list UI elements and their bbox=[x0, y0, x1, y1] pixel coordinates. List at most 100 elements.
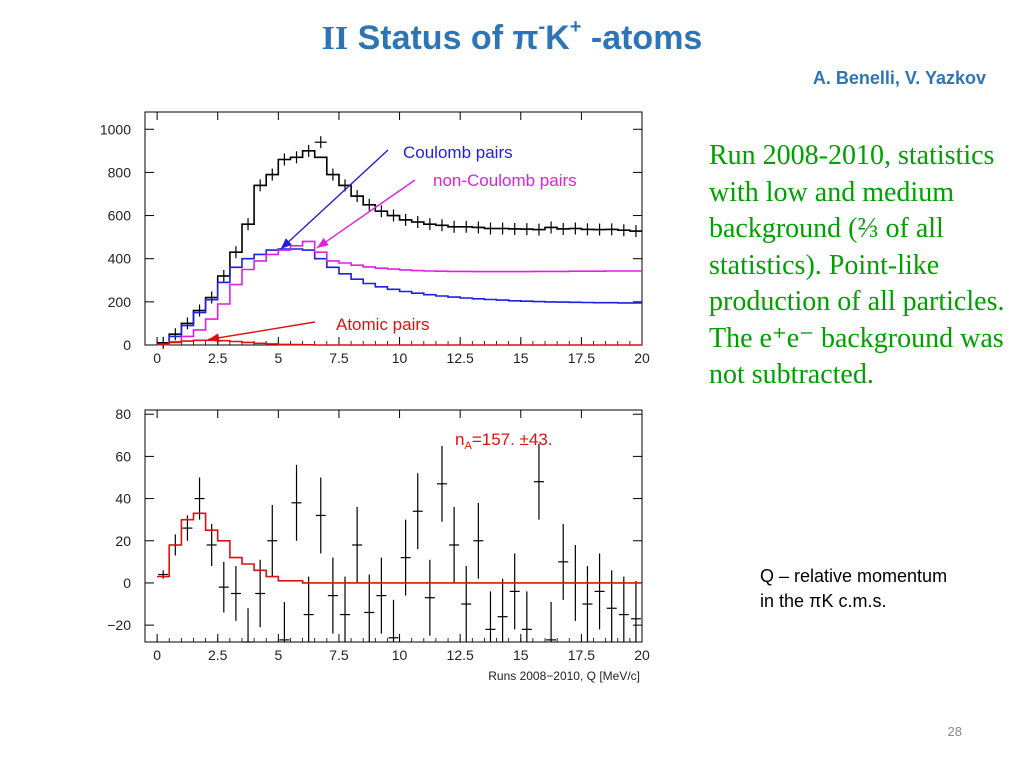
chart2-data-point bbox=[243, 608, 254, 643]
chart2-x-tick-label: 17.5 bbox=[568, 647, 595, 663]
chart1-y-tick-label: 800 bbox=[108, 164, 132, 180]
chart2-x-tick-label: 0 bbox=[153, 647, 161, 663]
q-definition-note: Q – relative momentum in the πK c.m.s. bbox=[760, 566, 948, 611]
chart1-x-tick-label: 2.5 bbox=[208, 350, 228, 366]
chart2-x-tick-label: 12.5 bbox=[447, 647, 474, 663]
chart2-x-tick-label: 5 bbox=[274, 647, 282, 663]
chart2-y-tick-label: 0 bbox=[123, 575, 131, 591]
chart2-data-point bbox=[533, 443, 544, 520]
chart2-data-point bbox=[521, 591, 532, 642]
chart2-data-point bbox=[485, 591, 496, 642]
fit-result-value: =157. ±43. bbox=[472, 430, 553, 449]
chart1-series-coulomb-pairs bbox=[157, 248, 642, 345]
chart1-x-tick-label: 17.5 bbox=[568, 350, 595, 366]
fit-result-label: nA=157. ±43. bbox=[455, 430, 553, 452]
chart2-x-tick-label: 20 bbox=[634, 647, 650, 663]
annotation-coulomb-label: Coulomb pairs bbox=[403, 143, 513, 162]
chart1-data-point bbox=[314, 136, 327, 149]
chart2-data-point bbox=[279, 601, 290, 642]
coulomb-arrow-head bbox=[280, 238, 292, 249]
chart2-y-tick-label: 20 bbox=[115, 533, 131, 549]
chart2-data-point bbox=[267, 504, 278, 577]
chart2-data-point bbox=[218, 561, 229, 613]
chart2-data-point bbox=[364, 574, 375, 642]
chart2-data-point bbox=[327, 557, 338, 634]
atomic-arrow bbox=[207, 321, 316, 343]
chart1-x-tick-label: 5 bbox=[274, 350, 282, 366]
chart1-y-tick-label: 400 bbox=[108, 251, 132, 267]
chart2-data-point bbox=[376, 557, 387, 634]
chart2-data-point bbox=[388, 599, 399, 642]
page-number: 28 bbox=[947, 724, 962, 739]
chart1-x-tick-label: 10 bbox=[392, 350, 408, 366]
chart2-data-point bbox=[582, 566, 593, 642]
chart2-data-point bbox=[352, 507, 363, 583]
chart2-data-point bbox=[424, 559, 435, 636]
chart2-data-point bbox=[436, 445, 447, 522]
chart1-x-tick-label: 7.5 bbox=[329, 350, 349, 366]
chart1-series-non-coulomb-pairs bbox=[157, 240, 642, 346]
coulomb-arrow-shaft bbox=[280, 149, 389, 250]
chart2-data-point bbox=[630, 580, 641, 642]
chart1-x-tick-label: 12.5 bbox=[447, 350, 474, 366]
chart1-y-tick-label: 200 bbox=[108, 294, 132, 310]
chart2-data-point bbox=[412, 473, 423, 550]
chart2-data-point bbox=[303, 576, 314, 642]
chart2-data-point bbox=[497, 578, 508, 642]
chart2-data-point bbox=[558, 523, 569, 600]
chart2-y-tick-label: 60 bbox=[115, 448, 131, 464]
atomic-arrow-head bbox=[208, 333, 220, 343]
chart2-data-point bbox=[618, 576, 629, 642]
title-charge-plus: + bbox=[569, 16, 582, 38]
non-coulomb-arrow-head bbox=[317, 237, 329, 248]
x-axis-title: Runs 2008−2010, Q [MeV/c] bbox=[488, 669, 640, 683]
chart1-x-tick-label: 20 bbox=[634, 350, 650, 366]
authors: A. Benelli, V. Yazkov bbox=[812, 68, 986, 88]
chart1-series-data-histogram bbox=[157, 150, 642, 344]
title-charge-minus: - bbox=[538, 16, 546, 38]
chart2-data-point bbox=[158, 570, 169, 579]
chart2-data-point bbox=[315, 477, 326, 554]
annotation-non-coulomb-label: non-Coulomb pairs bbox=[433, 171, 577, 190]
atomic-arrow-shaft bbox=[207, 321, 316, 341]
title-tail: -atoms bbox=[581, 19, 703, 57]
chart2-series-atomic-pairs bbox=[157, 512, 642, 584]
title-text: Status of π bbox=[348, 19, 539, 57]
non-coulomb-arrow-shaft bbox=[316, 179, 416, 249]
fit-result-subscript: A bbox=[464, 440, 472, 452]
chart1-y-tick-label: 600 bbox=[108, 208, 132, 224]
chart2-x-tick-label: 15 bbox=[513, 647, 529, 663]
chart2-y-tick-label: 40 bbox=[115, 491, 131, 507]
chart2-data-point bbox=[473, 502, 484, 579]
chart2-data-point bbox=[594, 553, 605, 630]
chart2-y-tick-label: −20 bbox=[107, 617, 131, 633]
title-roman-numeral: II bbox=[321, 20, 349, 57]
chart2-data-point bbox=[461, 566, 472, 642]
chart1-x-tick-label: 15 bbox=[513, 350, 529, 366]
slide-title: II Status of π-K+ -atoms bbox=[0, 16, 1024, 58]
chart2-data-point bbox=[449, 507, 460, 583]
chart2-data-point bbox=[546, 601, 557, 642]
annotation-atomic-label: Atomic pairs bbox=[336, 315, 430, 334]
non-coulomb-arrow bbox=[316, 179, 416, 249]
title-kaon: K bbox=[545, 19, 570, 57]
chart2-y-tick-label: 80 bbox=[115, 406, 131, 422]
chart1-y-tick-label: 1000 bbox=[100, 121, 131, 137]
chart2-data-point bbox=[509, 553, 520, 630]
upper-distribution-plot: 0 2.5 5 7.5 10 12.5 15 17.5 2002004006008001000C… bbox=[100, 111, 650, 366]
chart1-y-tick-label: 0 bbox=[123, 337, 131, 353]
chart2-data-point bbox=[291, 464, 302, 541]
fit-result-n: n bbox=[455, 430, 464, 449]
description-text: Run 2008-2010, statistics with low and m… bbox=[709, 140, 1005, 390]
chart2-x-tick-label: 2.5 bbox=[208, 647, 228, 663]
chart2-data-point bbox=[340, 576, 351, 642]
lower-atomic-fit-plot: 0 2.5 5 7.5 10 12.5 15 17.5 20 −20 0 20 40 60 80 nA=157… bbox=[107, 406, 650, 683]
chart2-data-point bbox=[400, 519, 411, 596]
chart2-data-point bbox=[230, 566, 241, 621]
chart2-x-tick-label: 10 bbox=[392, 647, 408, 663]
coulomb-arrow bbox=[280, 149, 389, 250]
chart1-x-tick-label: 0 bbox=[153, 350, 161, 366]
chart2-data-point bbox=[606, 570, 617, 642]
chart2-x-tick-label: 7.5 bbox=[329, 647, 349, 663]
